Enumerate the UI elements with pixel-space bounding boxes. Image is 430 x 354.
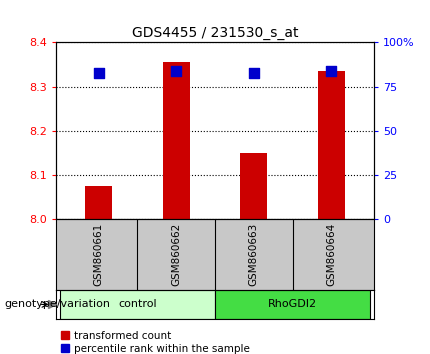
Text: RhoGDI2: RhoGDI2 bbox=[268, 299, 317, 309]
Point bbox=[173, 68, 180, 74]
Bar bbox=[240, 153, 267, 219]
Point bbox=[95, 70, 102, 75]
Point bbox=[328, 68, 335, 74]
Title: GDS4455 / 231530_s_at: GDS4455 / 231530_s_at bbox=[132, 26, 298, 40]
Point bbox=[250, 70, 257, 75]
Text: GSM860663: GSM860663 bbox=[249, 223, 259, 286]
Text: control: control bbox=[118, 299, 157, 309]
Bar bbox=[215, 290, 370, 319]
Legend: transformed count, percentile rank within the sample: transformed count, percentile rank withi… bbox=[61, 331, 249, 354]
Text: GSM860664: GSM860664 bbox=[326, 223, 336, 286]
Bar bbox=[318, 71, 345, 219]
Bar bbox=[163, 62, 190, 219]
Bar bbox=[60, 290, 215, 319]
Text: GSM860662: GSM860662 bbox=[171, 223, 181, 286]
Text: genotype/variation: genotype/variation bbox=[4, 299, 111, 309]
Text: GSM860661: GSM860661 bbox=[94, 223, 104, 286]
Bar bbox=[85, 186, 112, 219]
